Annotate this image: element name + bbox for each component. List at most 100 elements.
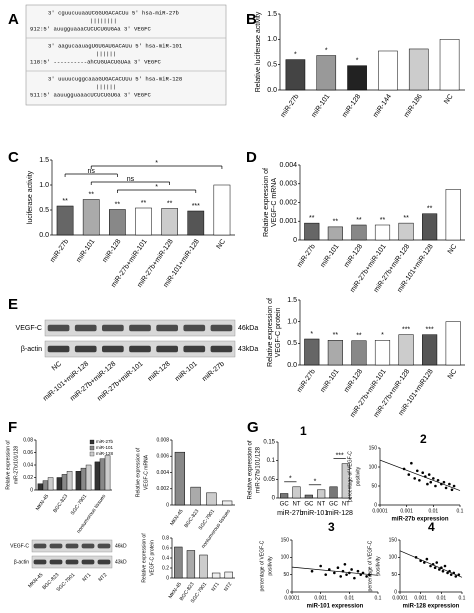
- panel-letter: C: [8, 149, 19, 166]
- x-tick-label: NT: [342, 502, 350, 508]
- x-tick-label: 0.1: [375, 595, 382, 601]
- y-tick-label: 0.001: [279, 218, 297, 225]
- significance-label: **: [403, 215, 409, 222]
- blot-band: [183, 345, 206, 353]
- x-axis-label: miR-101 expression: [307, 604, 364, 610]
- y-tick-label: 0.002: [279, 199, 297, 206]
- scatter-point: [415, 469, 419, 473]
- y-tick-label: 0.006: [156, 454, 169, 460]
- y-axis-label: positivity: [267, 556, 273, 576]
- alignment-line: ||||||: [96, 50, 116, 57]
- scatter-point: [444, 486, 448, 490]
- significance-label: **: [356, 217, 362, 224]
- y-axis-label: Relative expression of: [135, 447, 141, 497]
- x-tick-label: 0.0001: [392, 595, 408, 601]
- alignment-panel: 3' cguucuuaaUCGGUGACACUu 5' hsa-miR-27b …: [25, 4, 227, 106]
- y-tick-label: 0.004: [156, 470, 169, 476]
- bar: [104, 455, 111, 491]
- scatter-point: [324, 573, 328, 576]
- significance-label: **: [167, 200, 173, 207]
- bar: [109, 209, 126, 236]
- alignment-line: 3' aagucaauagUGUGAUGACAUu 5' hsa-miR-101: [48, 42, 183, 49]
- y-tick-label: 0.004: [279, 162, 297, 169]
- y-tick-label: 150: [389, 537, 398, 543]
- bar: [285, 59, 306, 91]
- scatter-point: [423, 561, 426, 564]
- y-axis-label: VEGF-C mRNA: [143, 454, 149, 490]
- y-tick-label: 100: [281, 555, 290, 561]
- panel-letter: E: [8, 296, 18, 313]
- scatter-point: [433, 566, 437, 570]
- significance-label: **: [333, 219, 339, 226]
- bar: [199, 554, 208, 579]
- y-axis-label: Relative expression of: [248, 440, 254, 499]
- panel-letter: D: [246, 149, 257, 166]
- bar: [174, 451, 186, 506]
- y-tick-label: 50: [391, 572, 397, 578]
- comparison-label: *: [155, 160, 158, 167]
- scatter-point: [350, 568, 353, 571]
- bar: [56, 477, 63, 491]
- row-label: β-actin: [21, 346, 42, 353]
- bar: [61, 474, 68, 491]
- blot-band: [49, 559, 63, 565]
- x-tick-label: 0.1: [459, 595, 466, 601]
- significance-label: **: [356, 333, 362, 340]
- x-tick-label: 0.01: [428, 508, 438, 514]
- significance-label: **: [115, 201, 121, 208]
- lane-label: NT2: [97, 572, 108, 583]
- trend-line: [291, 566, 379, 576]
- bar: [445, 189, 461, 241]
- y-tick-label: 150: [281, 537, 290, 543]
- bar: [135, 207, 152, 236]
- blot-band: [33, 559, 47, 565]
- scatter-point: [343, 562, 347, 566]
- blot-band: [102, 345, 124, 353]
- bar: [80, 467, 87, 491]
- bar: [221, 500, 233, 506]
- blot-band: [129, 345, 151, 353]
- bar: [224, 571, 233, 579]
- legend-swatch: [89, 439, 95, 445]
- group-label: miR-101: [302, 510, 329, 517]
- significance-label: *: [289, 476, 292, 483]
- scatter-point: [425, 557, 429, 561]
- y-axis-label: percentage of VEGF-C: [347, 451, 353, 502]
- x-tick-label: NT: [317, 502, 325, 508]
- x-tick-label: 0.001: [414, 595, 427, 601]
- x-axis-label: miR-128 expression: [403, 604, 460, 610]
- significance-label: **: [380, 217, 386, 224]
- scatter-point: [436, 479, 440, 482]
- y-tick-label: 0.002: [156, 486, 169, 492]
- scatter-point: [441, 569, 445, 573]
- bar: [99, 458, 106, 491]
- alignment-line: 3' cguucuuaaUCGGUGACACUu 5' hsa-miR-27b: [48, 9, 179, 16]
- y-tick-label: 0.15: [263, 440, 275, 446]
- y-axis-label: percentage of VEGF-C: [367, 540, 373, 591]
- x-axis-label: miR-27b expression: [391, 517, 448, 523]
- y-tick-label: 150: [369, 445, 378, 451]
- bar: [47, 477, 54, 491]
- scatter-point: [432, 477, 435, 480]
- size-label: 46kDa: [238, 325, 258, 332]
- y-tick-label: 1.0: [287, 319, 297, 326]
- blot-band: [47, 324, 70, 332]
- x-tick-label: 0.001: [314, 595, 327, 601]
- bar: [327, 340, 343, 366]
- bar: [211, 572, 221, 579]
- y-tick-label: 50: [371, 483, 377, 489]
- bar: [161, 208, 178, 236]
- significance-label: *: [314, 479, 317, 486]
- bar: [190, 486, 201, 506]
- scatter-point: [442, 480, 446, 484]
- bar: [94, 461, 101, 491]
- y-tick-label: 1.5: [287, 297, 297, 304]
- significance-label: ***: [336, 452, 344, 459]
- x-tick-label: NT1: [210, 581, 220, 592]
- scatter-point: [454, 575, 458, 578]
- bar: [82, 199, 100, 236]
- alignment-line: 511:5' aauugguaaacUCUCUGUGa 3' VEGFC: [30, 91, 151, 98]
- significance-label: *: [325, 47, 328, 54]
- bar: [304, 494, 313, 499]
- y-tick-label: 1.5: [267, 11, 277, 18]
